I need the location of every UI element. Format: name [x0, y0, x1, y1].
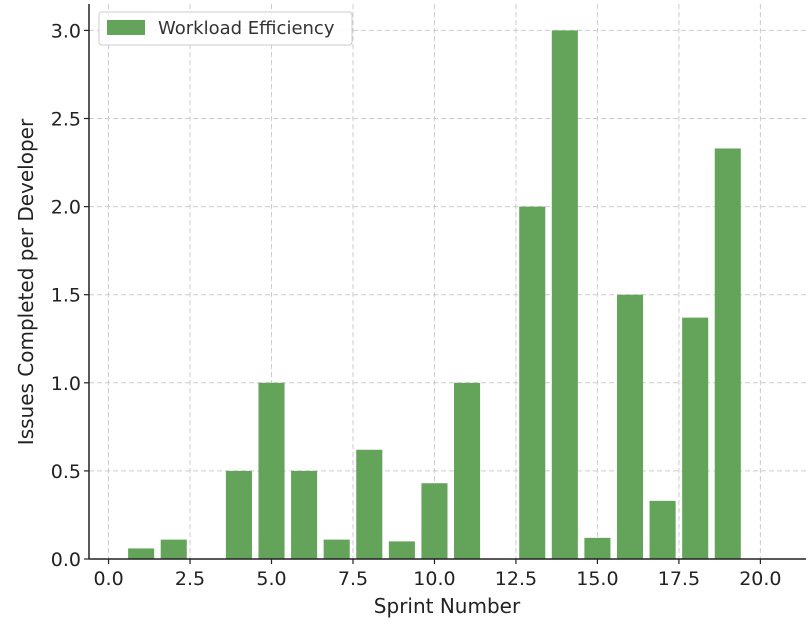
bar — [421, 483, 448, 559]
x-tick-label: 15.0 — [576, 568, 618, 590]
x-tick-label: 2.5 — [175, 568, 205, 590]
axes — [88, 4, 806, 560]
y-tick-label: 1.0 — [51, 373, 81, 395]
grid — [89, 4, 806, 560]
y-tick-label: 2.5 — [51, 109, 81, 131]
y-tick-label: 0.0 — [51, 549, 81, 571]
bar — [519, 206, 546, 559]
x-tick-label: 20.0 — [739, 568, 781, 590]
x-tick-label: 0.0 — [93, 568, 123, 590]
bar — [128, 548, 155, 559]
bar — [551, 30, 578, 559]
legend: Workload Efficiency — [98, 11, 353, 46]
bar — [160, 539, 187, 559]
y-tick-label: 1.5 — [51, 285, 81, 307]
bar — [649, 500, 676, 559]
bar — [616, 294, 644, 559]
x-tick-label: 10.0 — [413, 568, 455, 590]
legend-label: Workload Efficiency — [158, 18, 335, 39]
legend-swatch — [107, 20, 145, 35]
bar — [225, 470, 252, 559]
bar — [323, 539, 350, 559]
y-tick-label: 0.5 — [51, 461, 81, 483]
bar — [454, 382, 481, 559]
bar — [356, 449, 383, 559]
bar — [291, 470, 318, 559]
bars — [128, 30, 741, 559]
y-axis-title: Issues Completed per Developer — [14, 118, 38, 445]
bar — [714, 148, 741, 559]
x-tick-label: 7.5 — [338, 568, 368, 590]
y-axis-ticks: 0.0 0.5 1.0 1.5 2.0 2.5 3.0 — [51, 20, 89, 571]
legend-frame — [98, 11, 353, 46]
y-tick-label: 2.0 — [51, 197, 81, 219]
x-tick-label: 5.0 — [256, 568, 286, 590]
x-tick-label: 17.5 — [658, 568, 700, 590]
bar — [258, 382, 285, 559]
bar — [388, 541, 415, 559]
y-tick-label: 3.0 — [51, 20, 81, 42]
x-axis-ticks: 0.0 2.5 5.0 7.5 10.0 12.5 15.0 17.5 20.0 — [93, 559, 782, 590]
x-axis-title: Sprint Number — [374, 594, 521, 618]
bar — [682, 317, 709, 559]
bar — [584, 537, 611, 559]
x-tick-label: 12.5 — [495, 568, 537, 590]
